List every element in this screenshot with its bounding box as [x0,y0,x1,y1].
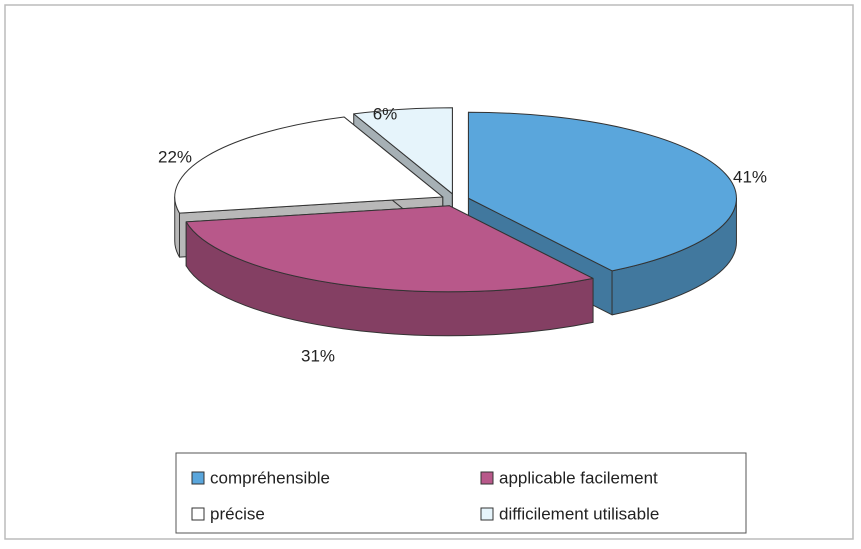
data-label: 41% [733,167,767,186]
data-label: 6% [373,104,398,123]
slice-top [353,107,453,195]
legend-label: précise [210,504,265,523]
legend-label: compréhensible [210,468,330,487]
legend-box [175,452,747,534]
data-label: 31% [301,346,335,365]
slice-top [467,111,737,272]
legend-swatch [480,471,494,485]
slice-top [174,116,444,214]
data-label: 22% [158,147,192,166]
legend-label: applicable facilement [499,468,658,487]
legend-swatch [191,471,205,485]
legend-swatch [191,507,205,521]
slice-top [185,205,594,293]
legend-swatch [480,507,494,521]
slice [185,205,594,337]
legend-label: difficilement utilisable [499,504,659,523]
